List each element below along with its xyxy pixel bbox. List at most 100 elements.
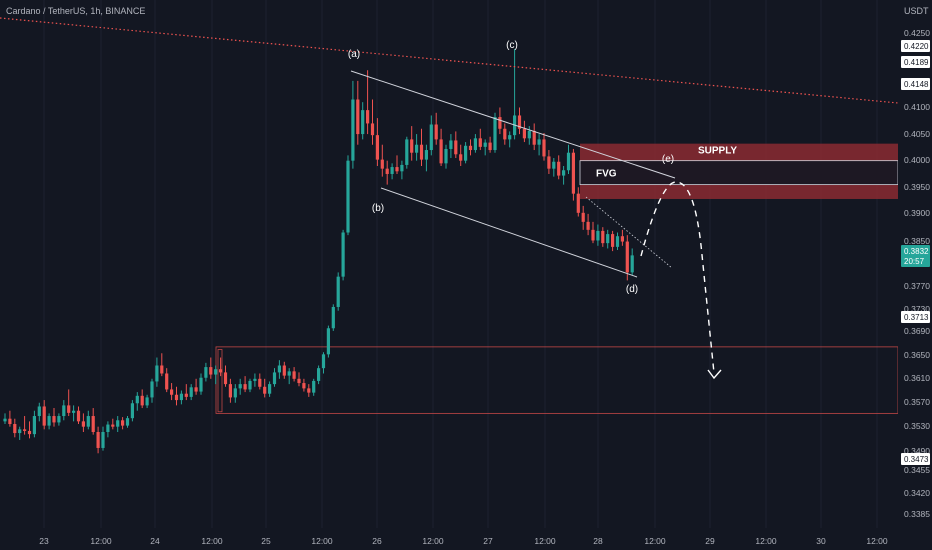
price-label-text: 0.3473 (904, 455, 929, 464)
candle (493, 112, 497, 153)
candle-body (37, 406, 41, 417)
candle (562, 166, 566, 185)
candle-body (566, 152, 571, 171)
candle-body (370, 123, 375, 136)
candle-body (91, 416, 95, 432)
candle (566, 144, 571, 174)
candle (576, 187, 580, 217)
candle-body (258, 378, 262, 387)
candle-body (552, 161, 556, 169)
candle-body (23, 429, 27, 431)
candle (532, 123, 536, 151)
candle-body (419, 144, 424, 160)
candle-body (32, 416, 36, 435)
candle-body (155, 365, 159, 382)
candle-body (76, 410, 81, 422)
candle-body (483, 142, 487, 147)
candle (57, 413, 61, 426)
candle-body (189, 387, 193, 397)
x-tick-label: 12:00 (534, 536, 556, 546)
candle (326, 325, 330, 358)
candle-body (96, 432, 100, 448)
candle-body (160, 365, 164, 374)
candle (321, 352, 326, 374)
candle (174, 386, 179, 406)
candle (194, 378, 198, 395)
candle (317, 365, 321, 385)
candle (419, 128, 424, 166)
candle (8, 410, 12, 427)
candle (223, 365, 228, 387)
candle (170, 383, 174, 401)
candle-body (312, 380, 316, 393)
candle (400, 160, 404, 180)
candle-body (424, 150, 428, 160)
candle-body (317, 368, 321, 381)
y-tick-label: 0.3950 (904, 182, 930, 192)
candle-body (439, 139, 443, 164)
candle (454, 131, 458, 159)
x-tick-label: 12:00 (311, 536, 333, 546)
candle-body (282, 365, 286, 376)
candle-body (292, 371, 296, 379)
candle-body (473, 138, 477, 151)
candle (155, 357, 159, 387)
candle-body (400, 164, 404, 172)
candle-body (321, 354, 326, 369)
candle (268, 381, 272, 397)
candle-body (302, 383, 306, 389)
candle-body (385, 168, 389, 174)
candle (307, 384, 311, 397)
candle-body (542, 139, 546, 157)
price-label-text: 0.4148 (904, 80, 929, 89)
candle (341, 229, 345, 281)
candle (160, 353, 164, 377)
candle (145, 394, 149, 409)
candle-body (179, 393, 183, 401)
candle-body (209, 367, 213, 375)
candle-body (380, 159, 384, 169)
candle (444, 144, 448, 169)
currency-label: USDT (904, 6, 929, 16)
candle (434, 112, 438, 145)
x-tick-label: 30 (816, 536, 826, 546)
candle (23, 416, 27, 435)
candle (135, 392, 139, 411)
candle (13, 418, 17, 438)
candle-body (204, 367, 208, 378)
y-tick-label: 0.3385 (904, 509, 930, 519)
candle-body (52, 416, 56, 423)
candle (32, 410, 36, 438)
wave-label: (d) (626, 284, 638, 295)
y-tick-label: 0.4250 (904, 28, 930, 38)
candle-body (18, 429, 22, 434)
candle (375, 118, 379, 166)
candle (72, 405, 76, 422)
candle-body (121, 420, 125, 426)
candle-body (586, 221, 590, 230)
candle-body (263, 386, 267, 394)
y-tick-label: 0.3490 (904, 446, 930, 456)
candle (586, 213, 590, 236)
candle (630, 248, 634, 276)
candle (52, 408, 56, 427)
candle-body (228, 384, 232, 398)
y-tick-label: 0.3570 (904, 397, 930, 407)
candle (297, 372, 301, 387)
candle-body (253, 378, 257, 381)
candle-body (571, 152, 575, 194)
candle (277, 360, 281, 379)
candle-body (223, 372, 228, 385)
candle-body (174, 394, 179, 401)
candle (473, 134, 477, 153)
price-label-box (901, 78, 930, 90)
candle-body (248, 380, 252, 390)
candle (312, 378, 316, 396)
candle (62, 400, 66, 421)
candle-body (150, 381, 154, 398)
candle (522, 120, 526, 143)
candle-body (429, 124, 433, 151)
candle (331, 304, 335, 331)
